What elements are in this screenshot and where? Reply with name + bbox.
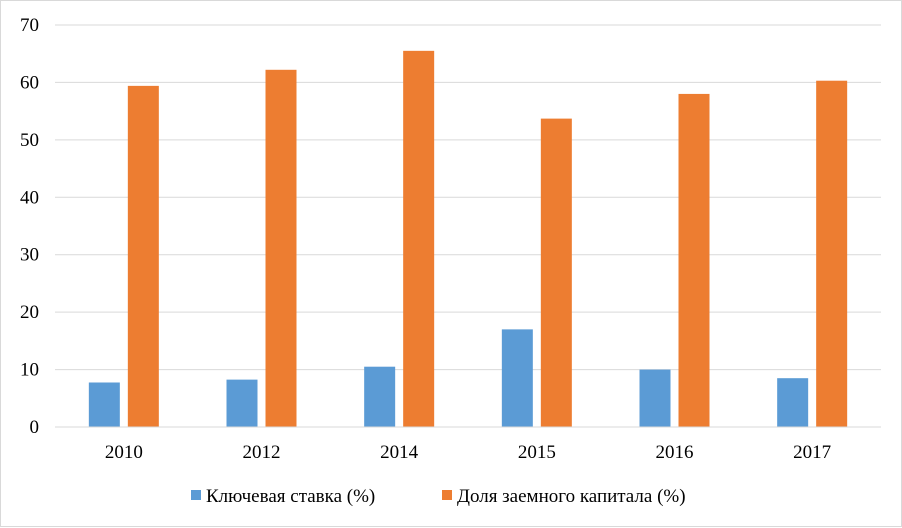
bar-key-rate-2010 xyxy=(88,382,120,427)
bar-key-rate-2012 xyxy=(226,379,258,427)
legend: Ключевая ставка (%) Доля заемного капита… xyxy=(191,486,686,507)
x-tick-label: 2017 xyxy=(793,442,831,463)
x-tick-label: 2015 xyxy=(518,442,556,463)
x-axis-ticks: 2010 2012 2014 2015 2016 2017 xyxy=(105,442,831,463)
legend-label-debt-share: Доля заемного капитала (%) xyxy=(457,486,686,507)
y-tick-label: 50 xyxy=(20,130,39,151)
y-tick-label: 0 xyxy=(30,417,40,438)
y-tick-label: 40 xyxy=(20,187,39,208)
bar-key-rate-2016 xyxy=(639,369,671,427)
y-tick-label: 60 xyxy=(20,72,39,93)
bars xyxy=(88,50,848,428)
x-tick-label: 2012 xyxy=(243,442,281,463)
bar-debt-share-2012 xyxy=(265,69,297,428)
legend-label-key-rate: Ключевая ставка (%) xyxy=(206,486,375,507)
y-axis-ticks: 0 10 20 30 40 50 60 70 xyxy=(20,15,39,438)
y-tick-label: 10 xyxy=(20,360,39,381)
bar-debt-share-2017 xyxy=(816,80,848,427)
bar-key-rate-2015 xyxy=(501,329,533,427)
x-tick-label: 2016 xyxy=(656,442,694,463)
bar-key-rate-2014 xyxy=(364,366,396,427)
bar-key-rate-2017 xyxy=(777,378,809,427)
x-tick-label: 2014 xyxy=(380,442,419,463)
bar-debt-share-2016 xyxy=(678,93,710,428)
gridlines xyxy=(55,24,881,371)
legend-swatch-key-rate xyxy=(191,490,201,500)
y-tick-label: 20 xyxy=(20,302,39,323)
x-tick-label: 2010 xyxy=(105,442,143,463)
legend-swatch-debt-share xyxy=(442,490,452,500)
y-tick-label: 70 xyxy=(20,15,39,36)
bar-debt-share-2014 xyxy=(403,50,435,427)
y-tick-label: 30 xyxy=(20,245,39,266)
bar-debt-share-2010 xyxy=(127,85,159,428)
bar-debt-share-2015 xyxy=(540,118,572,427)
